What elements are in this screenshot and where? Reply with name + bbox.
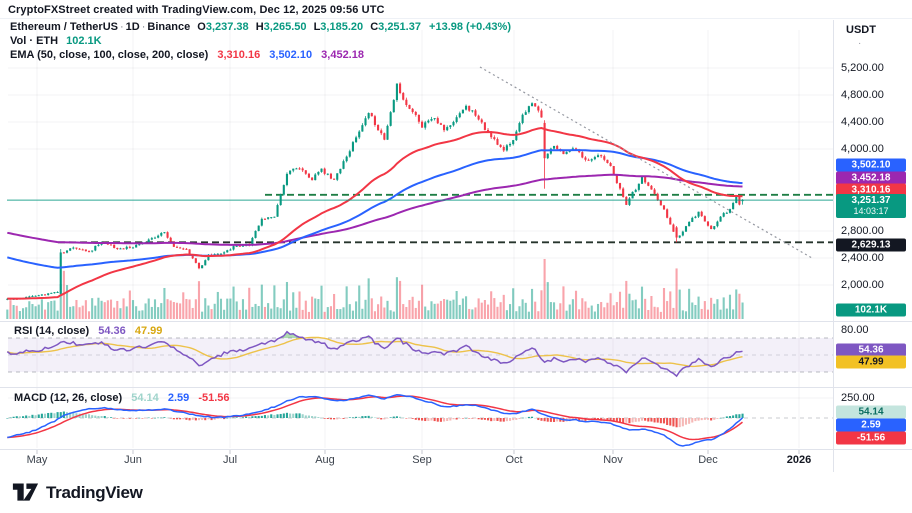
tradingview-logo-text: TradingView	[46, 482, 143, 502]
high-value: 3,265.50	[263, 21, 307, 33]
open-value: 3,237.38	[205, 21, 249, 33]
macd-signal-value: -51.56	[198, 392, 230, 404]
ema200-value: 3,452.18	[321, 49, 364, 61]
time-axis-label: Jun	[124, 454, 142, 466]
low-value: 3,185.20	[320, 21, 364, 33]
time-axis[interactable]: May Jun Jul Aug Sep Oct Nov Dec 2026	[0, 449, 832, 473]
volume-legend-row[interactable]: Vol · ETH 102.1K	[10, 35, 102, 47]
time-axis-label: Aug	[315, 454, 335, 466]
price-axis-currency[interactable]: USDT	[846, 24, 876, 36]
macd-hist-value: 54.14	[131, 392, 159, 404]
time-axis-label: 2026	[786, 454, 812, 466]
symbol-name: Ethereum / TetherUS	[10, 21, 118, 33]
symbol-legend-row[interactable]: Ethereum / TetherUS · 1D · Binance O3,237.38…	[10, 21, 511, 33]
exchange-label: Binance	[147, 21, 191, 33]
interval-label: 1D	[125, 21, 140, 33]
close-value: 3,251.37	[378, 21, 421, 33]
price-axis-dot: ·	[858, 38, 862, 49]
time-axis-label: Jul	[222, 454, 238, 466]
attribution-text: CryptoFXStreet created with TradingView.…	[8, 4, 385, 16]
macd-line-value: 2.59	[167, 392, 190, 404]
tradingview-logo-icon	[12, 483, 39, 501]
time-axis-label: Sep	[412, 454, 432, 466]
change-value: +13.98 (+0.43%)	[429, 21, 511, 33]
macd-legend-row[interactable]: MACD (12, 26, close) 54.14 2.59 -51.56	[14, 392, 230, 404]
rsi-ma-value: 47.99	[134, 325, 163, 337]
rsi-legend-row[interactable]: RSI (14, close) 54.36 47.99	[14, 325, 163, 337]
ema100-value: 3,502.10	[269, 49, 313, 61]
time-axis-label: May	[26, 454, 48, 466]
ema-legend-row[interactable]: EMA (50, close, 100, close, 200, close) …	[10, 49, 364, 61]
time-axis-label: Nov	[603, 454, 623, 466]
tradingview-logo[interactable]: TradingView	[12, 481, 143, 504]
volume-value: 102.1K	[66, 35, 102, 47]
rsi-value: 54.36	[98, 325, 126, 337]
time-axis-label: Oct	[505, 454, 523, 466]
chart-legend: Ethereum / TetherUS · 1D · Binance O3,237.38…	[10, 21, 511, 63]
ema50-value: 3,310.16	[217, 49, 261, 61]
time-axis-label: Dec	[698, 454, 718, 466]
